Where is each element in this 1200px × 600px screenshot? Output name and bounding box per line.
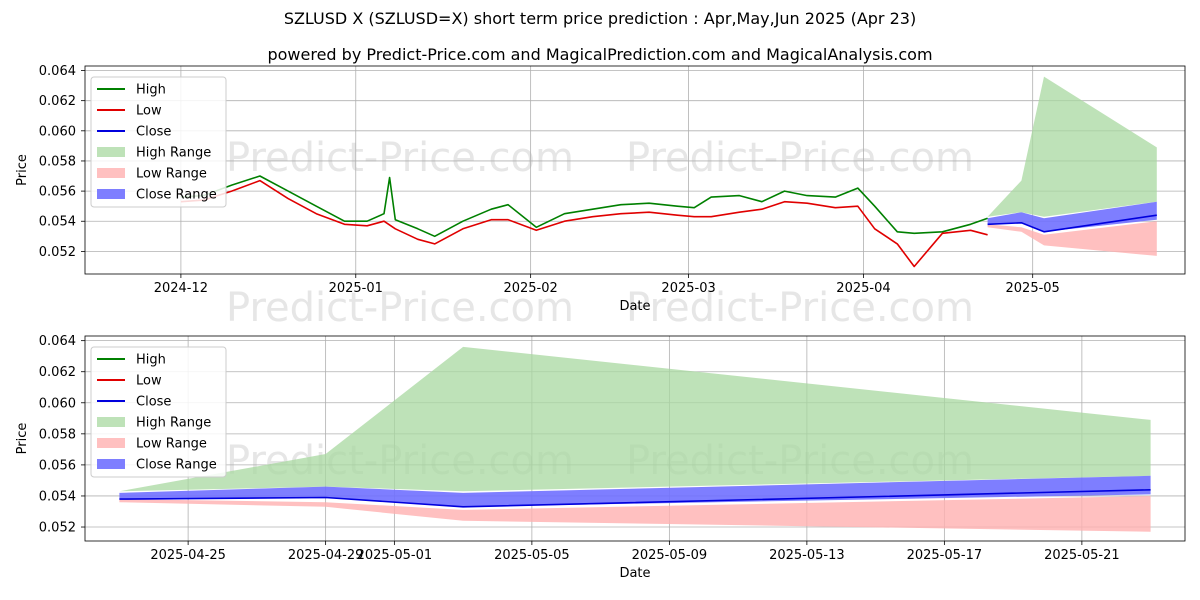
y-tick-label: 0.062 xyxy=(39,365,76,380)
x-tick-label: 2025-05-21 xyxy=(1044,548,1120,563)
x-tick-label: 2025-05-05 xyxy=(494,548,570,563)
high-range-area xyxy=(987,76,1157,217)
legend-label-high: High xyxy=(136,353,166,368)
chart-title: SZLUSD X (SZLUSD=X) short term price pre… xyxy=(283,9,917,28)
low-range-area xyxy=(119,496,1151,532)
legend-label-high-range: High Range xyxy=(136,416,211,431)
close-line xyxy=(987,214,1157,233)
plot-frame xyxy=(84,65,1186,275)
legend-label-close-range: Close Range xyxy=(136,188,217,203)
y-tick-label: 0.060 xyxy=(39,124,76,139)
watermark-text: Predict-Price.com xyxy=(226,285,574,331)
x-tick-label: 2025-02 xyxy=(503,281,557,296)
legend-swatch-high-range xyxy=(97,147,125,157)
x-tick-label: 2025-04 xyxy=(836,281,890,296)
high-range-area xyxy=(119,346,1151,492)
y-tick-label: 0.058 xyxy=(39,154,76,169)
watermark-text: Predict-Price.com xyxy=(626,285,974,331)
x-tick-label: 2025-05-09 xyxy=(632,548,708,563)
x-tick-label: 2025-04-25 xyxy=(150,548,226,563)
y-tick-label: 0.054 xyxy=(39,489,76,504)
low-line xyxy=(180,179,988,268)
y-tick-label: 0.052 xyxy=(39,245,76,260)
high-line xyxy=(180,175,988,238)
legend-swatch-low-range xyxy=(97,438,125,448)
legend-label-high: High xyxy=(136,83,166,98)
y-axis-label: Price xyxy=(15,423,30,455)
y-tick-label: 0.056 xyxy=(39,185,76,200)
plot-frame xyxy=(84,335,1186,542)
x-tick-label: 2025-05 xyxy=(1006,281,1060,296)
close-range-area xyxy=(987,201,1157,232)
legend-swatch-close-range xyxy=(97,459,125,469)
legend-label-close: Close xyxy=(136,125,171,140)
watermark-text: Predict-Price.com xyxy=(226,135,574,181)
legend: High Low Close High Range Low Range Close Ran… xyxy=(90,346,227,478)
y-tick-label: 0.062 xyxy=(39,94,76,109)
y-tick-label: 0.052 xyxy=(39,521,76,536)
legend-swatch-low-range xyxy=(97,168,125,178)
legend: High Low Close High Range Low Range Close Ran… xyxy=(90,76,227,208)
legend-label-high-range: High Range xyxy=(136,146,211,161)
close-line xyxy=(119,489,1151,508)
x-axis-label: Date xyxy=(619,299,650,314)
legend-swatch-high-range xyxy=(97,417,125,427)
x-tick-label: 2025-05-13 xyxy=(769,548,845,563)
close-range-area xyxy=(119,475,1151,507)
x-tick-label: 2024-12 xyxy=(154,281,208,296)
x-tick-label: 2025-03 xyxy=(661,281,715,296)
chart-panel-1: Predict-Price.com Predict-Price.com Predic… xyxy=(15,64,1186,331)
y-tick-label: 0.060 xyxy=(39,396,76,411)
legend-swatch-close-range xyxy=(97,189,125,199)
chart-subtitle: powered by Predict-Price.com and Magical… xyxy=(267,45,933,64)
chart-panel-2: Predict-Price.comPredict-Price.com2025-0… xyxy=(15,334,1186,581)
y-tick-label: 0.056 xyxy=(39,458,76,473)
legend-label-close: Close xyxy=(136,395,171,410)
watermark-text: Predict-Price.com xyxy=(626,135,974,181)
legend-label-close-range: Close Range xyxy=(136,458,217,473)
legend-label-low: Low xyxy=(136,104,162,119)
low-range-area xyxy=(987,221,1157,256)
x-axis-label: Date xyxy=(619,566,650,581)
legend-label-low-range: Low Range xyxy=(136,167,207,182)
x-tick-label: 2025-04-29 xyxy=(288,548,364,563)
y-tick-label: 0.064 xyxy=(39,64,76,79)
legend-label-low-range: Low Range xyxy=(136,437,207,452)
legend-label-low: Low xyxy=(136,374,162,389)
x-tick-label: 2025-05-17 xyxy=(907,548,983,563)
y-axis-label: Price xyxy=(15,154,30,186)
x-tick-label: 2025-01 xyxy=(329,281,383,296)
y-tick-label: 0.054 xyxy=(39,215,76,230)
x-tick-label: 2025-05-01 xyxy=(357,548,433,563)
y-tick-label: 0.058 xyxy=(39,427,76,442)
y-tick-label: 0.064 xyxy=(39,334,76,349)
